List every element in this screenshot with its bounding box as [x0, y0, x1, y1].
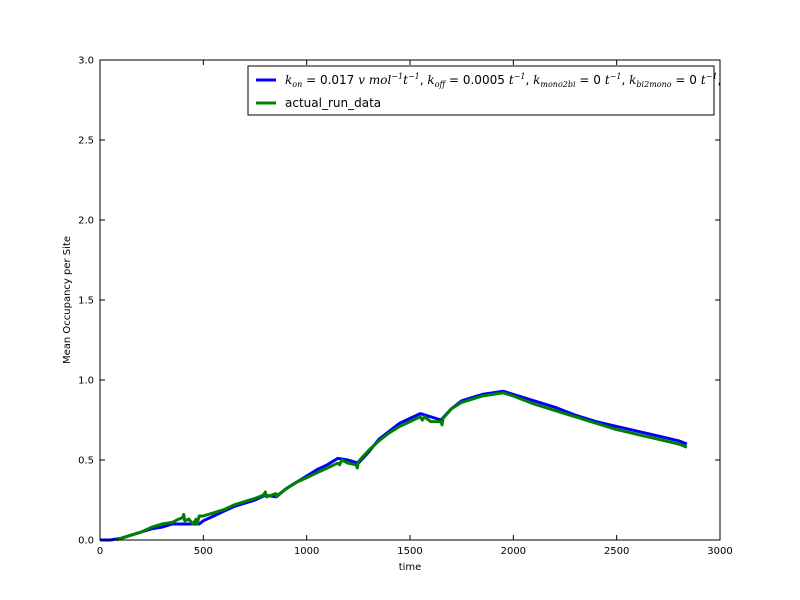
y-tick-label: 0.5 — [78, 456, 94, 467]
x-tick-label: 1000 — [294, 546, 319, 557]
x-tick-label: 3000 — [707, 546, 732, 557]
y-tick-label: 1.0 — [78, 376, 94, 387]
sep-2: , — [525, 73, 533, 87]
k-off-subscript: off — [435, 80, 447, 89]
k-on-symbol: k — [285, 73, 292, 87]
x-tick-label: 1500 — [397, 546, 422, 557]
eq-4: = — [672, 73, 690, 87]
x-tick-label: 0 — [97, 546, 103, 557]
k-mono2bi-symbol: k — [533, 73, 540, 87]
k-off-unit-t: t — [509, 73, 514, 87]
tick-layer: 0 500 1000 1500 2000 2500 3000 0.0 0.5 1.0 1.5 2.0 2… — [78, 56, 733, 558]
k-on-t-exp: −1 — [408, 72, 420, 81]
legend-label-series-1: kon = 0.017 v mol−1t−1, koff = 0.0005 t−1,… — [285, 72, 721, 89]
k-on-subscript: on — [292, 80, 302, 89]
x-tick-label: 2000 — [501, 546, 526, 557]
k-off-t-exp: −1 — [514, 72, 526, 81]
k-bi2mono-subscript: bi2mono — [636, 80, 671, 89]
legend-box — [247, 65, 715, 116]
legend-label-series-2: actual_run_data — [285, 96, 381, 110]
k-on-unit-exp: −1 — [391, 72, 403, 81]
legend: kon = 0.017 v mol−1t−1, koff = 0.0005 t−1,… — [247, 65, 721, 116]
y-tick-label: 2.0 — [78, 216, 94, 227]
series-layer — [100, 389, 688, 542]
k-bi2mono-t-exp: −1 — [706, 72, 718, 81]
k-mono2bi-subscript: mono2bi — [540, 80, 576, 89]
x-tick-label: 2500 — [604, 546, 629, 557]
series-line-1 — [100, 389, 688, 542]
k-mono2bi-value: 0 — [593, 73, 601, 87]
y-tick-label: 1.5 — [78, 296, 94, 307]
k-mono2bi-unit-t: t — [605, 73, 610, 87]
axes-background — [100, 60, 720, 540]
plot-area — [100, 60, 720, 540]
y-tick-label: 2.5 — [78, 136, 94, 147]
sep-3: , — [622, 73, 630, 87]
k-bi2mono-unit-t: t — [701, 73, 706, 87]
k-on-unit-t: t — [403, 73, 408, 87]
eq-3: = — [576, 73, 594, 87]
k-bi2mono-symbol: k — [629, 73, 636, 87]
eq-2: = — [445, 73, 463, 87]
k-on-value: 0.017 — [320, 73, 354, 87]
y-axis-label: Mean Occupancy per Site — [62, 236, 73, 364]
k-off-symbol: k — [427, 73, 434, 87]
y-tick-label: 0.0 — [78, 536, 94, 547]
k-bi2mono-value: 0 — [689, 73, 697, 87]
x-tick-label: 500 — [194, 546, 213, 557]
y-tick-label: 3.0 — [78, 56, 94, 67]
series-line-2 — [115, 391, 688, 542]
sep-1: , — [420, 73, 428, 87]
eq-1: = — [302, 73, 320, 87]
trailing-comma: , — [718, 73, 722, 87]
k-off-value: 0.0005 — [463, 73, 505, 87]
k-on-unit: v mol — [358, 73, 391, 87]
k-mono2bi-t-exp: −1 — [610, 72, 622, 81]
x-axis-label: time — [399, 562, 422, 573]
